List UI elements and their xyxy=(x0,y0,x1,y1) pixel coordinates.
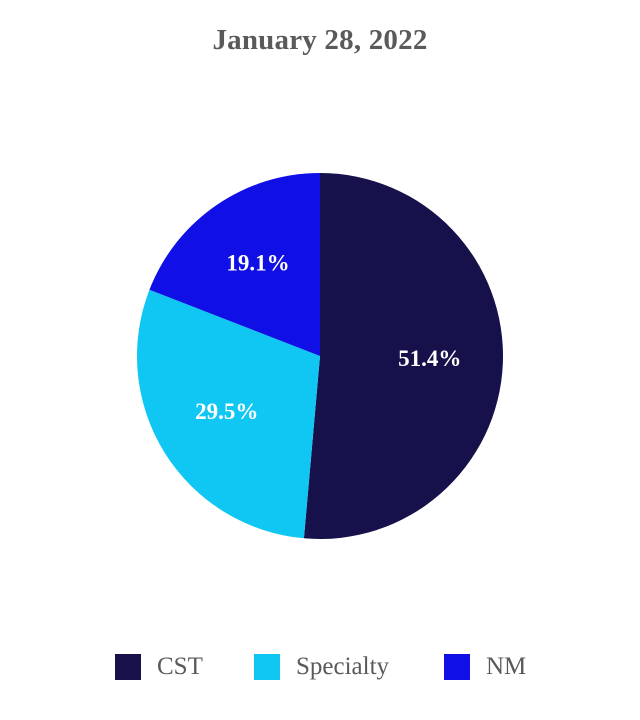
pie-slice-specialty[interactable] xyxy=(136,289,320,539)
legend-item-nm[interactable]: NM xyxy=(444,649,526,685)
pie-slices xyxy=(136,173,503,539)
data-label-nm: 19.1% xyxy=(226,251,289,276)
data-label-specialty: 29.5% xyxy=(195,399,258,424)
pie-data-labels: 51.4% 29.5% 19.1% xyxy=(195,251,461,425)
legend-label-cst: CST xyxy=(157,653,203,680)
legend: CST Specialty NM xyxy=(0,649,640,685)
legend-label-specialty: Specialty xyxy=(296,653,390,680)
pie-slice-cst[interactable] xyxy=(303,173,503,539)
data-label-cst: 51.4% xyxy=(398,346,461,371)
legend-item-cst[interactable]: CST xyxy=(115,649,203,685)
legend-item-specialty[interactable]: Specialty xyxy=(254,649,389,685)
chart-title: January 28, 2022 xyxy=(212,24,428,56)
pie-slice-nm[interactable] xyxy=(149,173,320,356)
legend-swatch-cst xyxy=(115,654,141,680)
legend-swatch-specialty xyxy=(254,654,280,680)
legend-label-nm: NM xyxy=(486,653,527,680)
legend-swatch-nm xyxy=(444,654,470,680)
